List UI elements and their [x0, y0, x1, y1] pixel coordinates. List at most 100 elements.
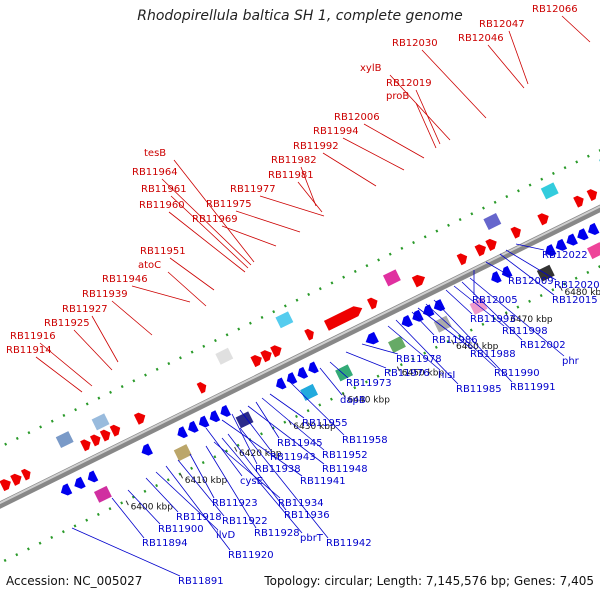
- reverse-gene-leader: [395, 319, 459, 385]
- reverse-gene-leader: [433, 299, 513, 383]
- forward-gene-leader: [561, 15, 591, 43]
- forward-gene-label: RB11994: [313, 126, 359, 137]
- reverse-gene-label: pbrT: [300, 533, 324, 544]
- forward-gene-arrow: [304, 328, 314, 341]
- forward-gene-arrow: [270, 345, 282, 358]
- reverse-gene-label: hisI: [438, 370, 455, 381]
- forward-gene-label: proB: [386, 91, 409, 102]
- forward-gene-label: RB11975: [206, 199, 252, 210]
- forward-gene-arrow: [586, 189, 598, 201]
- forward-gene-label: RB12019: [386, 78, 432, 89]
- protein-domain-block: [335, 364, 354, 382]
- forward-gene-leader: [169, 257, 215, 291]
- forward-gene-arrow: [323, 306, 363, 331]
- forward-gene-arrow: [89, 434, 101, 447]
- forward-gene-label: RB12046: [458, 33, 504, 44]
- forward-gene-leader: [39, 342, 93, 387]
- reverse-gene-leader: [165, 465, 231, 551]
- forward-gene-leader: [363, 123, 425, 159]
- forward-gene-label: atoC: [138, 260, 161, 271]
- reverse-gene-arrow: [60, 483, 73, 496]
- reverse-gene-arrow: [501, 265, 513, 278]
- forward-gene-leader: [389, 74, 451, 141]
- reverse-gene-leader: [205, 445, 257, 529]
- genome-axis-highlight: [0, 205, 600, 505]
- reverse-gene-leader: [189, 453, 215, 499]
- reverse-gene-arrow: [297, 366, 309, 379]
- forward-gene-arrow: [250, 355, 262, 368]
- reverse-gene-arrow: [365, 331, 379, 345]
- reverse-gene-arrow: [74, 476, 86, 489]
- reverse-gene-label: RB11920: [228, 550, 274, 561]
- reverse-gene-label: RB11922: [222, 516, 268, 527]
- forward-gene-leader: [415, 89, 441, 145]
- forward-gene-label: RB12047: [479, 19, 525, 30]
- reverse-gene-arrow: [276, 377, 287, 390]
- reverse-gene-leader: [505, 249, 557, 281]
- kbp-tick-mark: [125, 500, 129, 506]
- protein-domain-block: [300, 383, 319, 401]
- reverse-gene-label: cysE: [240, 476, 263, 487]
- forward-gene-leader: [421, 49, 487, 119]
- forward-gene-arrow: [0, 479, 11, 492]
- reverse-gene-label: RB12022: [542, 250, 588, 261]
- protein-domain-block: [536, 264, 555, 282]
- reverse-gene-label: RB11894: [142, 538, 188, 549]
- reverse-gene-arrow: [177, 426, 188, 439]
- forward-gene-label: RB11946: [102, 274, 148, 285]
- reverse-gene-label: RB11976: [384, 368, 430, 379]
- reverse-gene-leader: [145, 477, 179, 513]
- kbp-tick-mark: [559, 285, 563, 291]
- reverse-gene-arrow: [433, 299, 446, 312]
- forward-gene-label: RB11927: [62, 304, 108, 315]
- reverse-gene-leader: [329, 361, 349, 379]
- reverse-gene-leader: [411, 311, 435, 336]
- reverse-gene-leader: [227, 433, 287, 511]
- protein-domain-block: [215, 347, 234, 365]
- forward-gene-leader: [170, 195, 249, 269]
- reverse-gene-leader: [71, 527, 181, 577]
- reverse-gene-label: RB11985: [456, 384, 502, 395]
- reverse-gene-label: phr: [562, 356, 580, 367]
- forward-gene-arrow: [411, 274, 426, 288]
- reverse-gene-label: RB12005: [472, 295, 518, 306]
- reverse-gene-label: RB11958: [342, 435, 388, 446]
- forward-gene-arrow: [573, 195, 584, 208]
- reverse-gene-label: RB11945: [277, 438, 323, 449]
- forward-gene-arrow: [99, 429, 111, 442]
- reverse-gene-leader: [361, 343, 399, 355]
- reverse-gene-leader: [289, 381, 345, 436]
- reverse-gene-label: RB11941: [300, 476, 346, 487]
- forward-gene-label: RB11939: [82, 289, 128, 300]
- reverse-gene-leader: [425, 303, 497, 369]
- forward-gene-arrow: [196, 382, 207, 394]
- reverse-gene-label: RB12020: [554, 280, 600, 291]
- protein-domain-block: [587, 242, 600, 260]
- forward-gene-arrow: [510, 226, 521, 239]
- reverse-gene-label: RB12015: [552, 295, 598, 306]
- reverse-gene-label: RB11928: [254, 528, 300, 539]
- forward-gene-leader: [173, 159, 255, 263]
- reverse-gene-leader: [247, 405, 325, 465]
- forward-gene-leader: [167, 271, 207, 307]
- forward-gene-leader: [73, 329, 113, 371]
- reverse-gene-arrow: [209, 410, 221, 423]
- forward-gene-label: RB11969: [192, 214, 238, 225]
- forward-gene-label: RB11982: [271, 155, 317, 166]
- forward-gene-leader: [415, 102, 437, 149]
- forward-gene-label: RB11960: [139, 200, 185, 211]
- reverse-gene-leader: [261, 397, 325, 451]
- forward-gene-label: RB11961: [141, 184, 187, 195]
- reverse-gene-label: RB11942: [326, 538, 372, 549]
- forward-gene-arrow: [80, 439, 91, 452]
- reverse-gene-label: RB12002: [520, 340, 566, 351]
- protein-domain-block: [173, 444, 192, 462]
- forward-gene-leader: [91, 315, 119, 363]
- reverse-gene-arrow: [286, 372, 298, 385]
- reverse-gene-arrow: [87, 470, 99, 483]
- forward-gene-label: RB11981: [268, 170, 314, 181]
- reverse-gene-arrow: [141, 443, 153, 456]
- reverse-gene-leader: [221, 419, 303, 477]
- reverse-gene-arrow: [198, 415, 210, 428]
